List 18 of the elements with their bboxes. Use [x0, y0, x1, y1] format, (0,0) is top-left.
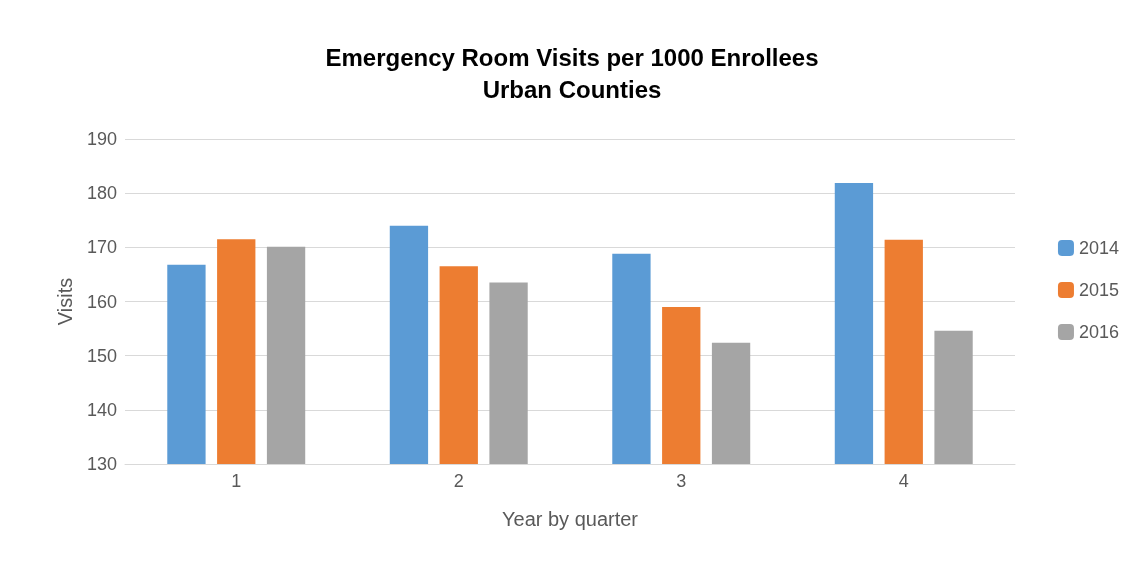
x-tick-label: 4	[898, 471, 909, 491]
legend-label: 2015	[1078, 280, 1119, 300]
chart-title: Emergency Room Visits per 1000 Enrollees	[325, 43, 819, 71]
y-tick-label: 170	[86, 237, 117, 258]
x-tick-label: 2	[453, 471, 464, 491]
y-tick-label: 140	[86, 399, 117, 420]
x-tick-label: 1	[231, 471, 242, 491]
legend-label: 2016	[1078, 322, 1119, 342]
y-axis-title: Visits	[54, 277, 76, 326]
y-tick-label: 130	[86, 454, 117, 474]
y-tick-label: 160	[86, 291, 117, 312]
y-tick-label: 150	[86, 345, 117, 366]
x-tick-label: 3	[676, 471, 687, 491]
y-tick-label: 190	[86, 129, 117, 149]
legend-label: 2014	[1078, 238, 1119, 258]
y-tick-label: 180	[86, 183, 117, 204]
chart-subtitle: Urban Counties	[482, 75, 662, 103]
x-axis-title: Year by quarter	[501, 508, 639, 530]
